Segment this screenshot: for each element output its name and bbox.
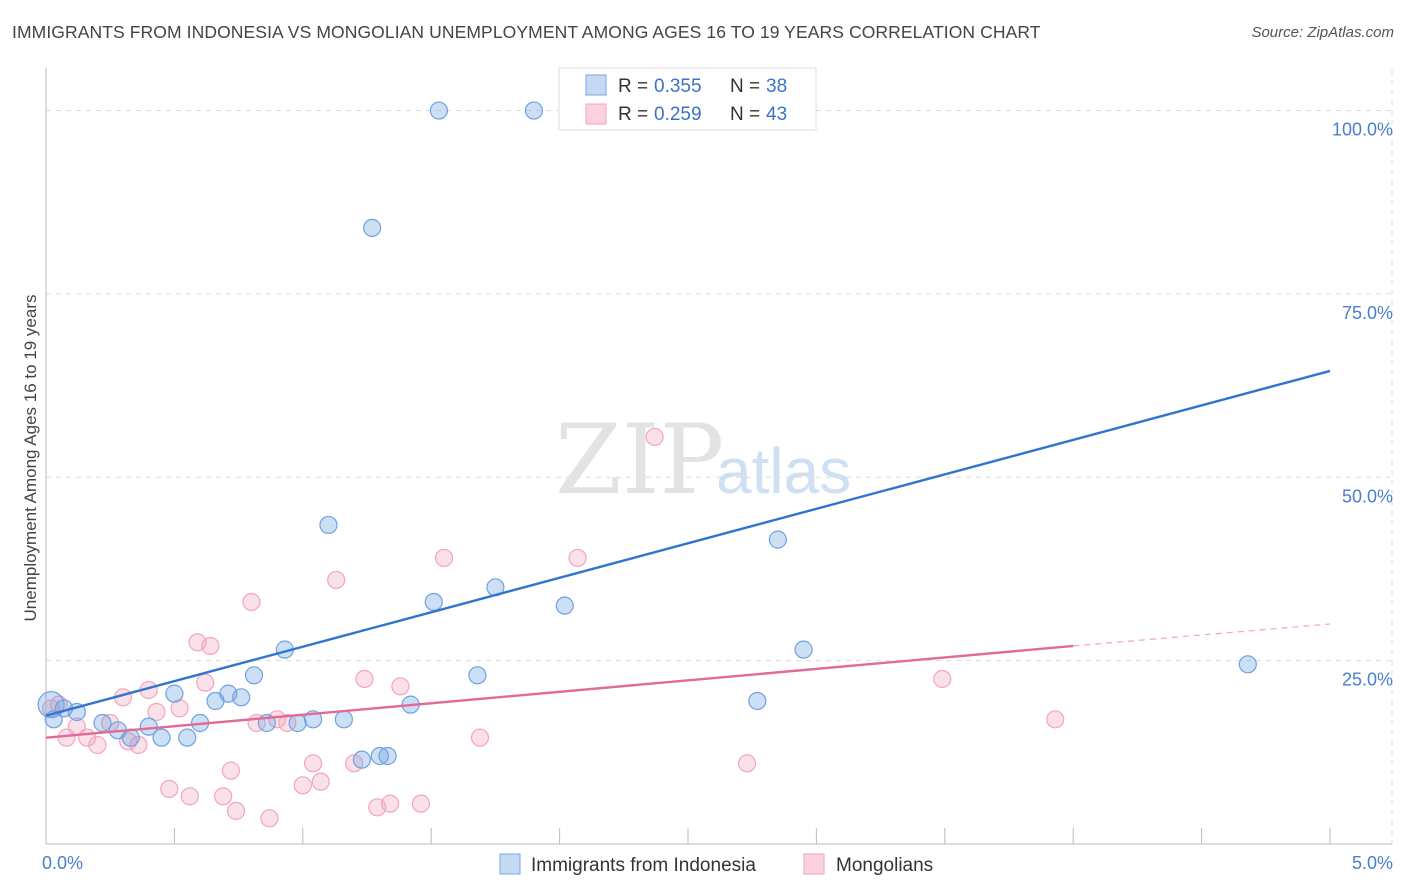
indonesia-point bbox=[352, 750, 371, 769]
watermark-zip: ZIP bbox=[555, 404, 724, 516]
mongolians-point bbox=[180, 787, 199, 806]
indonesia-point bbox=[288, 713, 307, 733]
indonesia-point bbox=[524, 101, 544, 120]
legend-r-value-2: 0.259 bbox=[654, 104, 702, 125]
mongolians-point bbox=[303, 754, 323, 773]
legend-r-value-1: 0.355 bbox=[654, 76, 702, 97]
mongolians-point bbox=[645, 427, 664, 447]
mongolians-point bbox=[268, 710, 287, 729]
watermark-atlas: atlas bbox=[716, 435, 851, 507]
watermark: ZIP atlas bbox=[555, 404, 851, 516]
mongolians-point bbox=[88, 735, 107, 755]
source-label: Source: ZipAtlas.com bbox=[1251, 24, 1394, 41]
indonesia-point bbox=[748, 691, 767, 711]
legend-n-label-2: N = bbox=[730, 104, 760, 125]
indonesia-point bbox=[37, 691, 65, 719]
tick-labels: 25.0% 50.0% 75.0% 100.0% 0.0% 5.0% bbox=[42, 120, 1393, 873]
mongolians-point bbox=[196, 673, 215, 692]
bottom-legend-swatch-indonesia bbox=[499, 853, 521, 875]
mongolians-point bbox=[221, 761, 240, 780]
indonesia-point bbox=[232, 688, 251, 707]
indonesia-point bbox=[378, 746, 397, 766]
indonesia-point bbox=[165, 684, 184, 703]
indonesia-point bbox=[468, 666, 487, 685]
mongolians-point bbox=[201, 636, 220, 656]
indonesia-point bbox=[370, 746, 389, 766]
mongolians-point bbox=[381, 794, 400, 813]
y-tick-label-25: 25.0% bbox=[1342, 670, 1393, 690]
mongolians-point bbox=[129, 735, 148, 755]
mongolians-trend-extension bbox=[1073, 623, 1331, 647]
indonesia-point bbox=[363, 218, 382, 238]
trend-lines bbox=[45, 369, 1331, 739]
indonesia-point bbox=[555, 596, 574, 615]
bottom-legend: Immigrants from Indonesia Mongolians bbox=[499, 853, 933, 876]
y-tick-label-100: 100.0% bbox=[1332, 120, 1393, 140]
indonesia-point bbox=[244, 666, 264, 685]
mongolians-point bbox=[1046, 710, 1065, 729]
indonesia-point bbox=[178, 728, 197, 747]
legend-r-label-1: R = bbox=[618, 76, 648, 97]
y-axis-label: Unemployment Among Ages 16 to 19 years bbox=[21, 295, 40, 622]
bottom-legend-mongolians: Mongolians bbox=[836, 855, 933, 876]
indonesia-point bbox=[768, 530, 787, 549]
mongolians-point bbox=[214, 787, 233, 806]
indonesia-point bbox=[429, 101, 449, 120]
x-tick-label-min: 0.0% bbox=[42, 853, 83, 873]
mongolians-point bbox=[278, 713, 297, 733]
indonesia-point bbox=[424, 592, 443, 612]
mongolians-points bbox=[42, 427, 1065, 828]
mongolians-point bbox=[434, 548, 454, 568]
mongolians-point bbox=[411, 794, 431, 813]
legend-n-value-1: 38 bbox=[766, 76, 787, 97]
indonesia-point bbox=[152, 728, 171, 747]
mongolians-point bbox=[737, 754, 757, 773]
mongolians-point bbox=[311, 772, 330, 791]
indonesia-point bbox=[334, 710, 353, 729]
indonesia-point bbox=[319, 515, 338, 535]
indonesia-point bbox=[794, 640, 813, 659]
bottom-legend-swatch-mongolians bbox=[803, 853, 825, 875]
mongolians-point bbox=[470, 728, 490, 747]
legend-swatch-indonesia bbox=[585, 74, 607, 96]
legend-n-label-1: N = bbox=[730, 76, 760, 97]
mongolians-point bbox=[568, 548, 587, 568]
mongolians-point bbox=[327, 570, 346, 590]
mongolians-point bbox=[147, 702, 166, 722]
legend-swatch-mongolians bbox=[585, 103, 607, 125]
indonesia-point bbox=[93, 713, 112, 733]
grid-lines bbox=[46, 70, 1393, 844]
y-tick-label-75: 75.0% bbox=[1342, 303, 1393, 323]
y-tick-label-50: 50.0% bbox=[1342, 486, 1393, 506]
indonesia-trend-line bbox=[45, 369, 1331, 717]
bottom-legend-indonesia: Immigrants from Indonesia bbox=[531, 855, 756, 876]
mongolians-point bbox=[293, 776, 312, 795]
mongolians-point bbox=[160, 779, 179, 799]
legend-box: R = 0.355 N = 38 R = 0.259 N = 43 bbox=[558, 67, 817, 131]
indonesia-points bbox=[37, 101, 1257, 769]
mongolians-point bbox=[260, 809, 279, 828]
mongolians-point bbox=[391, 677, 410, 696]
mongolians-point bbox=[933, 669, 952, 689]
chart-title: IMMIGRANTS FROM INDONESIA VS MONGOLIAN U… bbox=[12, 22, 1041, 42]
mongolians-point bbox=[226, 801, 246, 821]
legend-n-value-2: 43 bbox=[766, 104, 787, 125]
indonesia-point bbox=[1238, 655, 1257, 674]
mongolians-point bbox=[242, 592, 261, 612]
mongolians-trend-line bbox=[45, 644, 1074, 739]
legend-r-label-2: R = bbox=[618, 104, 648, 125]
x-tick-label-max: 5.0% bbox=[1352, 853, 1393, 873]
mongolians-point bbox=[355, 669, 374, 689]
